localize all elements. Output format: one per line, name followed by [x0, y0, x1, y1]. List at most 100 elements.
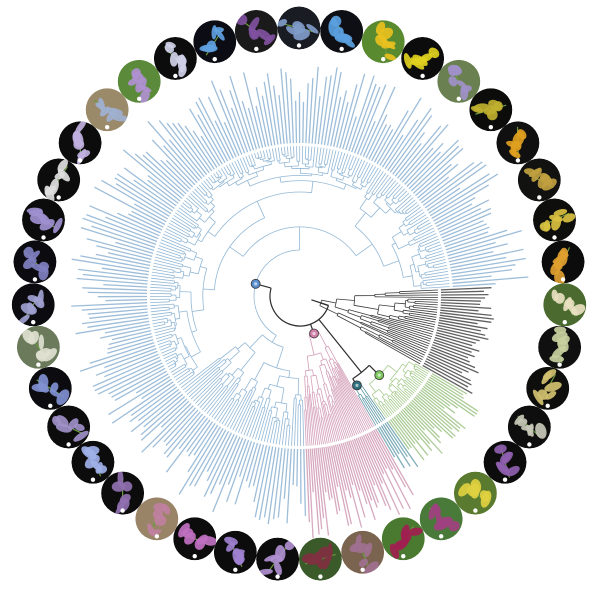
branch [409, 308, 438, 313]
branch [275, 420, 281, 445]
branch [353, 304, 379, 310]
branch [368, 171, 384, 194]
tip-label [362, 435, 401, 515]
tip-label [131, 210, 164, 228]
branch [173, 271, 181, 274]
photo-index-dot [77, 158, 83, 163]
tip-label [427, 355, 463, 374]
branch [253, 399, 256, 403]
branch [167, 319, 171, 321]
branch [192, 366, 198, 371]
branch [413, 307, 438, 311]
flower-petal [277, 19, 288, 27]
branch [156, 333, 172, 340]
branch [288, 370, 291, 378]
tip-label [313, 448, 323, 530]
branch [325, 383, 330, 397]
branch [318, 331, 327, 348]
tip-label [440, 296, 486, 299]
branch-arc [364, 331, 367, 334]
specimen-photo [401, 36, 445, 80]
branch [308, 394, 315, 446]
tip-label [71, 258, 150, 273]
tip-label [104, 323, 150, 334]
tip-label [386, 421, 419, 468]
tip-label [187, 424, 219, 473]
branch [333, 362, 336, 368]
branch-arc [194, 234, 202, 246]
flower-petal [553, 209, 568, 216]
tip-label [152, 405, 194, 448]
branch [180, 240, 187, 244]
branch [425, 250, 444, 257]
branch [235, 181, 238, 186]
clade-node-marker [377, 373, 381, 377]
tip-label [442, 223, 488, 242]
branch [415, 271, 419, 273]
branch [219, 346, 236, 360]
branch [332, 388, 350, 438]
tip-label [436, 331, 476, 344]
branch [398, 243, 410, 250]
branch [387, 329, 429, 347]
branch-arc [236, 382, 239, 385]
branch [167, 225, 189, 238]
branch [154, 259, 183, 268]
flower-petal [111, 114, 129, 122]
tip-label [327, 446, 341, 512]
tip-label [333, 90, 348, 147]
tip-label [147, 174, 181, 202]
specimen-photo [543, 283, 587, 327]
branch [406, 204, 420, 215]
branch [415, 368, 428, 377]
branch [175, 317, 180, 320]
branch [373, 174, 389, 196]
photo-index-dot [562, 320, 567, 325]
branch [321, 147, 325, 165]
flower-petal [153, 502, 167, 512]
branch [210, 174, 216, 182]
branch [247, 172, 250, 176]
branch [383, 400, 395, 414]
specimen-photo [453, 471, 497, 515]
flower-petal [274, 561, 282, 576]
tip-label [286, 448, 292, 524]
branch-arc [219, 177, 228, 184]
branch [397, 190, 408, 200]
branch [316, 389, 319, 395]
branch [259, 151, 263, 158]
branch [164, 230, 182, 240]
tip-label [212, 437, 244, 513]
specimen-photo [507, 405, 551, 449]
branch [425, 241, 441, 248]
flower-petal [50, 382, 59, 393]
tip-label [219, 89, 246, 154]
tip-label [353, 86, 381, 154]
tip-label [95, 350, 158, 376]
branch [334, 306, 349, 312]
branch-arc [187, 368, 191, 371]
tip-label [194, 429, 227, 487]
flower-petal [106, 109, 117, 122]
branch [305, 410, 309, 446]
branch-arc [219, 377, 223, 380]
branch [413, 285, 422, 287]
tip-label [99, 326, 151, 339]
branch [188, 367, 192, 370]
branch [395, 200, 400, 205]
tip-label [309, 448, 314, 493]
photo-index-dot [560, 277, 566, 282]
specimen-photo [234, 9, 278, 53]
branch [308, 386, 311, 395]
tip-label [82, 217, 157, 246]
branch [370, 314, 434, 333]
tip-label [339, 84, 358, 149]
specimen-photo [135, 497, 179, 541]
branch [413, 227, 419, 231]
tip-label [115, 241, 154, 255]
branch [342, 175, 345, 181]
branch [360, 181, 363, 185]
tip-label [359, 121, 376, 156]
clade-node-marker [312, 331, 316, 336]
branch [176, 353, 182, 356]
